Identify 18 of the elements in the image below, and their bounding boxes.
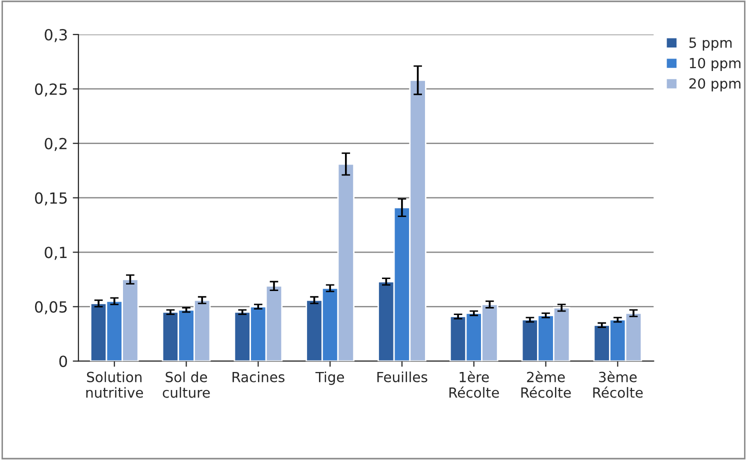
x-tick-label: Feuilles: [377, 372, 428, 382]
x-tick-label: 3ème Récolte: [593, 370, 643, 398]
x-tick-label: 2ème Récolte: [521, 370, 571, 398]
x-tick-label: Racines: [232, 372, 284, 382]
x-tick-label: Solution nutritive: [86, 372, 143, 398]
x-tick-label: 1ère Récolte: [449, 370, 499, 398]
y-tick-label: 0,1: [44, 246, 67, 260]
legend-label: 20 ppm: [689, 78, 740, 92]
y-tick-label: 0,3: [44, 28, 67, 42]
y-tick-label: 0,15: [35, 192, 67, 206]
legend-label: 10 ppm: [690, 58, 740, 72]
legend-label: 5 ppm: [689, 38, 732, 51]
y-tick-label: 0,05: [35, 301, 67, 314]
x-tick-label: Sol de culture: [162, 372, 210, 398]
x-tick-label: Tige: [315, 372, 344, 385]
y-tick-label: 0: [59, 356, 68, 368]
y-tick-label: 0,25: [35, 83, 67, 97]
y-tick-label: 0,2: [44, 138, 66, 151]
